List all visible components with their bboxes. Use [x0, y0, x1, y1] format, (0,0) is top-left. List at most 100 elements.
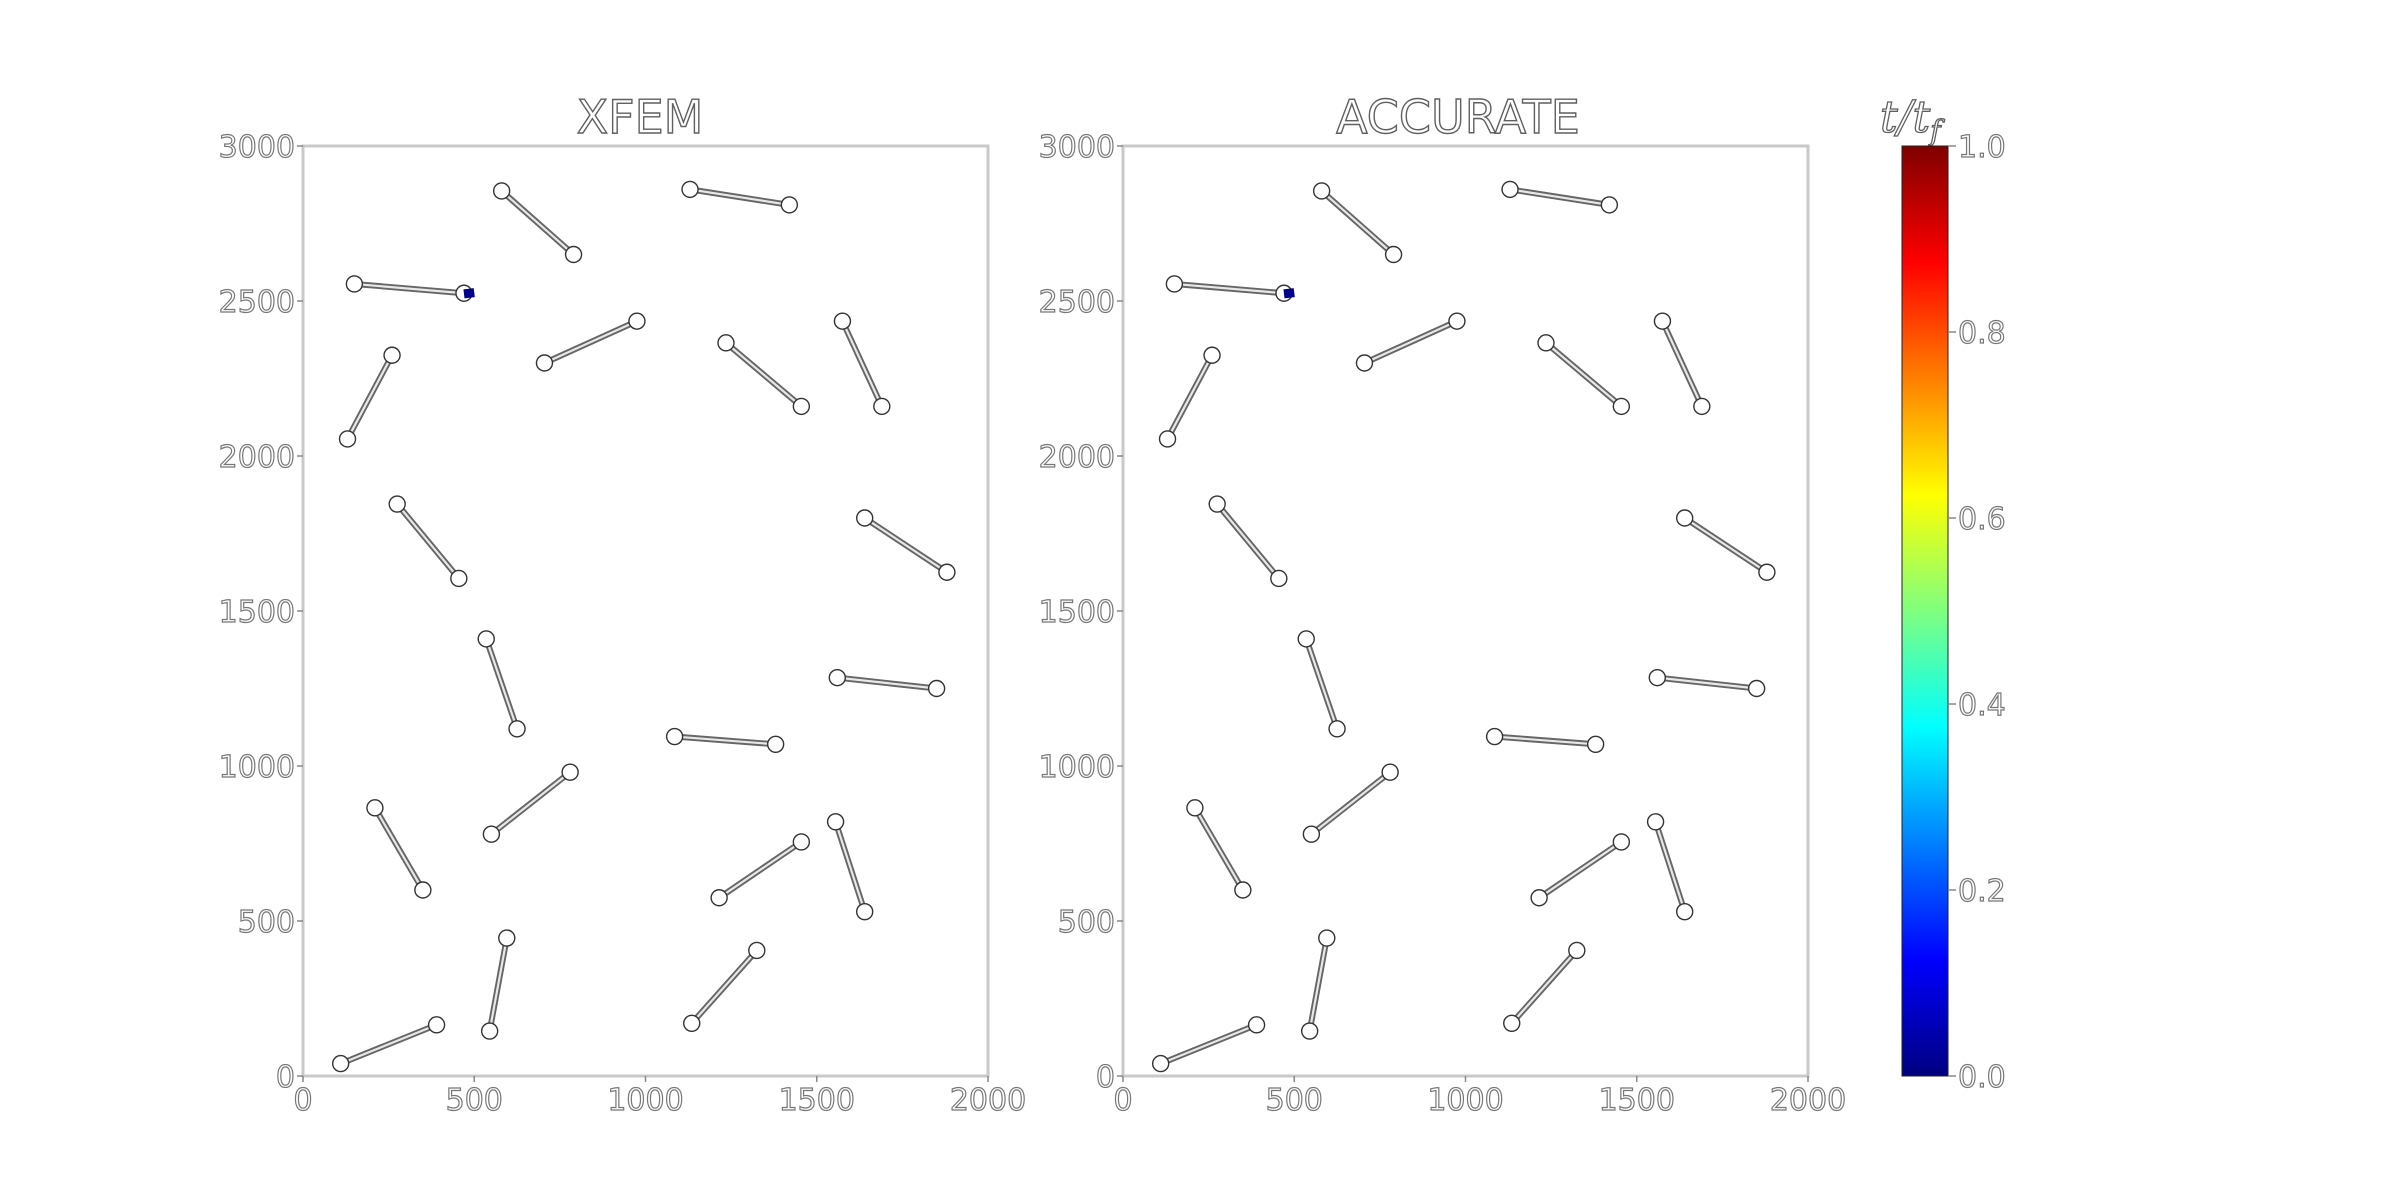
crack-tip: [477, 630, 495, 648]
crack-tip: [427, 1016, 446, 1034]
crack-tip: [1165, 275, 1184, 293]
crack: [1675, 509, 1776, 581]
x-tick-label: 1000: [1427, 1083, 1503, 1118]
crack-core: [544, 320, 638, 365]
crack-tip: [1758, 563, 1776, 581]
crack-tip: [766, 735, 785, 753]
crack-tip: [1318, 929, 1336, 947]
crack-core: [490, 771, 571, 836]
crack-core: [1510, 949, 1578, 1025]
crack: [1355, 312, 1466, 372]
y-tick-label: 1000: [1039, 750, 1115, 785]
crack-tip: [1693, 397, 1711, 416]
crack: [480, 929, 516, 1040]
crack: [683, 941, 766, 1032]
crack-tip: [1675, 509, 1694, 527]
crack: [535, 312, 646, 372]
y-tick-label: 0: [1096, 1060, 1115, 1095]
crack-core: [1538, 841, 1622, 899]
crack-core: [837, 676, 937, 690]
y-tick-label: 3000: [1039, 130, 1115, 165]
crack-core: [1654, 821, 1686, 913]
crack-tip: [388, 495, 406, 513]
crack-tip: [1297, 630, 1315, 648]
crack-growth-segment: [1283, 288, 1295, 299]
crack-core: [1305, 638, 1339, 730]
crack-core: [1320, 190, 1395, 256]
x-tick-label: 500: [446, 1083, 503, 1118]
crack-core: [689, 188, 790, 206]
crack-tip: [1300, 1022, 1319, 1040]
crack-tip: [1537, 334, 1555, 352]
crack-tip: [1747, 679, 1766, 698]
crack: [856, 509, 956, 581]
crack: [1300, 929, 1336, 1040]
crack-tip: [1612, 397, 1631, 416]
crack-core: [1310, 771, 1391, 836]
axis-ticks-accurate: 0 500 1000 1500 2000 0 500 1000 1500 2000 2500 3000: [1038, 129, 1847, 1118]
crack-core: [485, 638, 519, 730]
y-tick-label: 0: [276, 1060, 295, 1095]
crack-core: [674, 735, 776, 746]
crack: [1646, 813, 1694, 921]
x-tick-label: 0: [293, 1083, 312, 1118]
panel-accurate: ACCURATE 0 500 1000 1500 2000 0 500 1000 1500 200…: [1038, 89, 1847, 1118]
crack: [717, 334, 811, 416]
x-tick-label: 1500: [1599, 1083, 1675, 1118]
y-tick-label: 1000: [219, 750, 295, 785]
crack-core: [354, 282, 465, 295]
crack-core: [1166, 354, 1214, 440]
crack-core: [1193, 807, 1244, 891]
panel-title-xfem: XFEM: [577, 90, 704, 144]
crack: [1530, 833, 1631, 907]
crack-tip: [366, 799, 384, 817]
crack-core: [500, 190, 575, 256]
crack-tip: [498, 929, 516, 947]
crack-core: [1545, 342, 1623, 408]
crack-tip: [482, 825, 501, 843]
colorbar-title: t/tf: [1880, 92, 1945, 147]
crack-tip: [826, 813, 845, 831]
crack: [833, 312, 891, 416]
crack-core: [1509, 188, 1610, 206]
crack-core: [373, 807, 424, 891]
crack-tip: [792, 833, 811, 851]
crack-tip: [665, 727, 684, 746]
crack-tip: [1530, 889, 1548, 907]
crack-tip: [1312, 182, 1331, 200]
crack: [828, 668, 946, 698]
crack-core: [1661, 320, 1703, 407]
crack-tip: [383, 346, 401, 364]
crack-core: [1160, 1023, 1257, 1065]
crack-tip: [1355, 354, 1374, 372]
crack-tip: [1653, 312, 1672, 330]
crack: [345, 275, 473, 302]
crack-core: [841, 320, 883, 407]
crack-growth-segment: [463, 288, 475, 299]
crack-tip: [1586, 735, 1605, 753]
crack-core: [396, 503, 460, 580]
crack-tip: [414, 881, 432, 899]
crack: [710, 833, 811, 907]
panel-xfem: XFEM 0 500 1000 1500 2000 0 500 1000 1500 2000 250…: [218, 89, 1027, 1118]
crack-tip: [1381, 763, 1399, 781]
crack-tip: [1485, 727, 1504, 746]
crack-core: [1174, 282, 1285, 295]
crack-core: [1364, 320, 1458, 365]
crack-tip: [748, 941, 766, 960]
x-tick-label: 0: [1113, 1083, 1132, 1118]
crack-tip: [1151, 1054, 1170, 1073]
crack: [1537, 334, 1631, 416]
crack: [1297, 630, 1346, 738]
crack-tip: [1612, 833, 1631, 851]
crack-core: [488, 937, 508, 1032]
crack: [1653, 312, 1711, 416]
x-tick-label: 2000: [1770, 1083, 1846, 1118]
colorbar-tick-label: 0.2: [1958, 874, 2006, 909]
crack: [1208, 495, 1288, 588]
crack-tip: [338, 430, 357, 448]
panel-title-accurate: ACCURATE: [1336, 90, 1580, 144]
crack-tip: [1648, 668, 1667, 687]
crack-core: [1308, 937, 1328, 1032]
y-tick-label: 2000: [1039, 440, 1115, 475]
